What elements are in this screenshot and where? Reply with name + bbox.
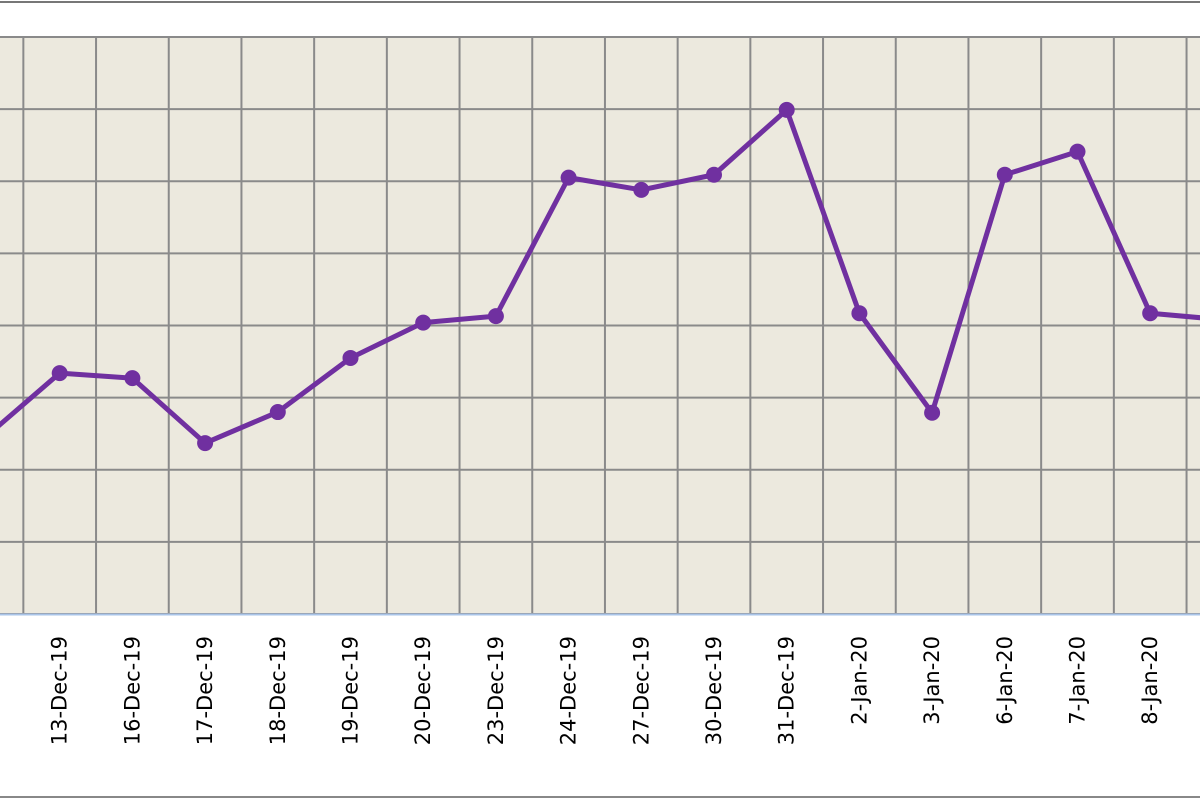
marker — [633, 181, 650, 198]
marker — [124, 370, 141, 387]
x-labels: 13-Dec-19 16-Dec-19 17-Dec-19 18-Dec-19 19-D… — [48, 636, 1162, 745]
x-tick-label: 19-Dec-19 — [339, 636, 363, 745]
marker — [342, 349, 359, 366]
x-tick-label: 20-Dec-19 — [411, 636, 435, 745]
x-tick-label: 6-Jan-20 — [993, 636, 1017, 725]
x-tick-label: 23-Dec-19 — [484, 636, 508, 745]
x-tick-label: 7-Jan-20 — [1066, 636, 1090, 725]
marker — [924, 404, 941, 421]
x-tick-label: 30-Dec-19 — [702, 636, 726, 745]
x-tick-label: 2-Jan-20 — [847, 636, 871, 725]
marker — [778, 101, 795, 118]
x-tick-label: 8-Jan-20 — [1138, 636, 1162, 725]
marker — [197, 435, 214, 452]
marker — [51, 365, 68, 382]
marker — [851, 305, 868, 322]
marker — [415, 314, 432, 331]
marker — [560, 169, 577, 186]
x-tick-label: 16-Dec-19 — [120, 636, 144, 745]
marker — [1069, 143, 1086, 160]
line — [0, 107, 1200, 446]
marker — [706, 166, 722, 183]
x-tick-label: 13-Dec-19 — [48, 636, 72, 745]
series — [0, 101, 1200, 452]
x-tick-label: 3-Jan-20 — [920, 636, 944, 725]
x-tick-label: 18-Dec-19 — [266, 636, 290, 745]
x-tick-label: 24-Dec-19 — [557, 636, 581, 745]
marker — [269, 404, 286, 421]
marker — [996, 166, 1013, 183]
x-tick-label: 17-Dec-19 — [193, 636, 217, 745]
x-tick-label: 31-Dec-19 — [775, 636, 799, 745]
marker — [1142, 305, 1159, 322]
marker — [487, 308, 504, 325]
x-tick-label: 27-Dec-19 — [629, 636, 653, 745]
